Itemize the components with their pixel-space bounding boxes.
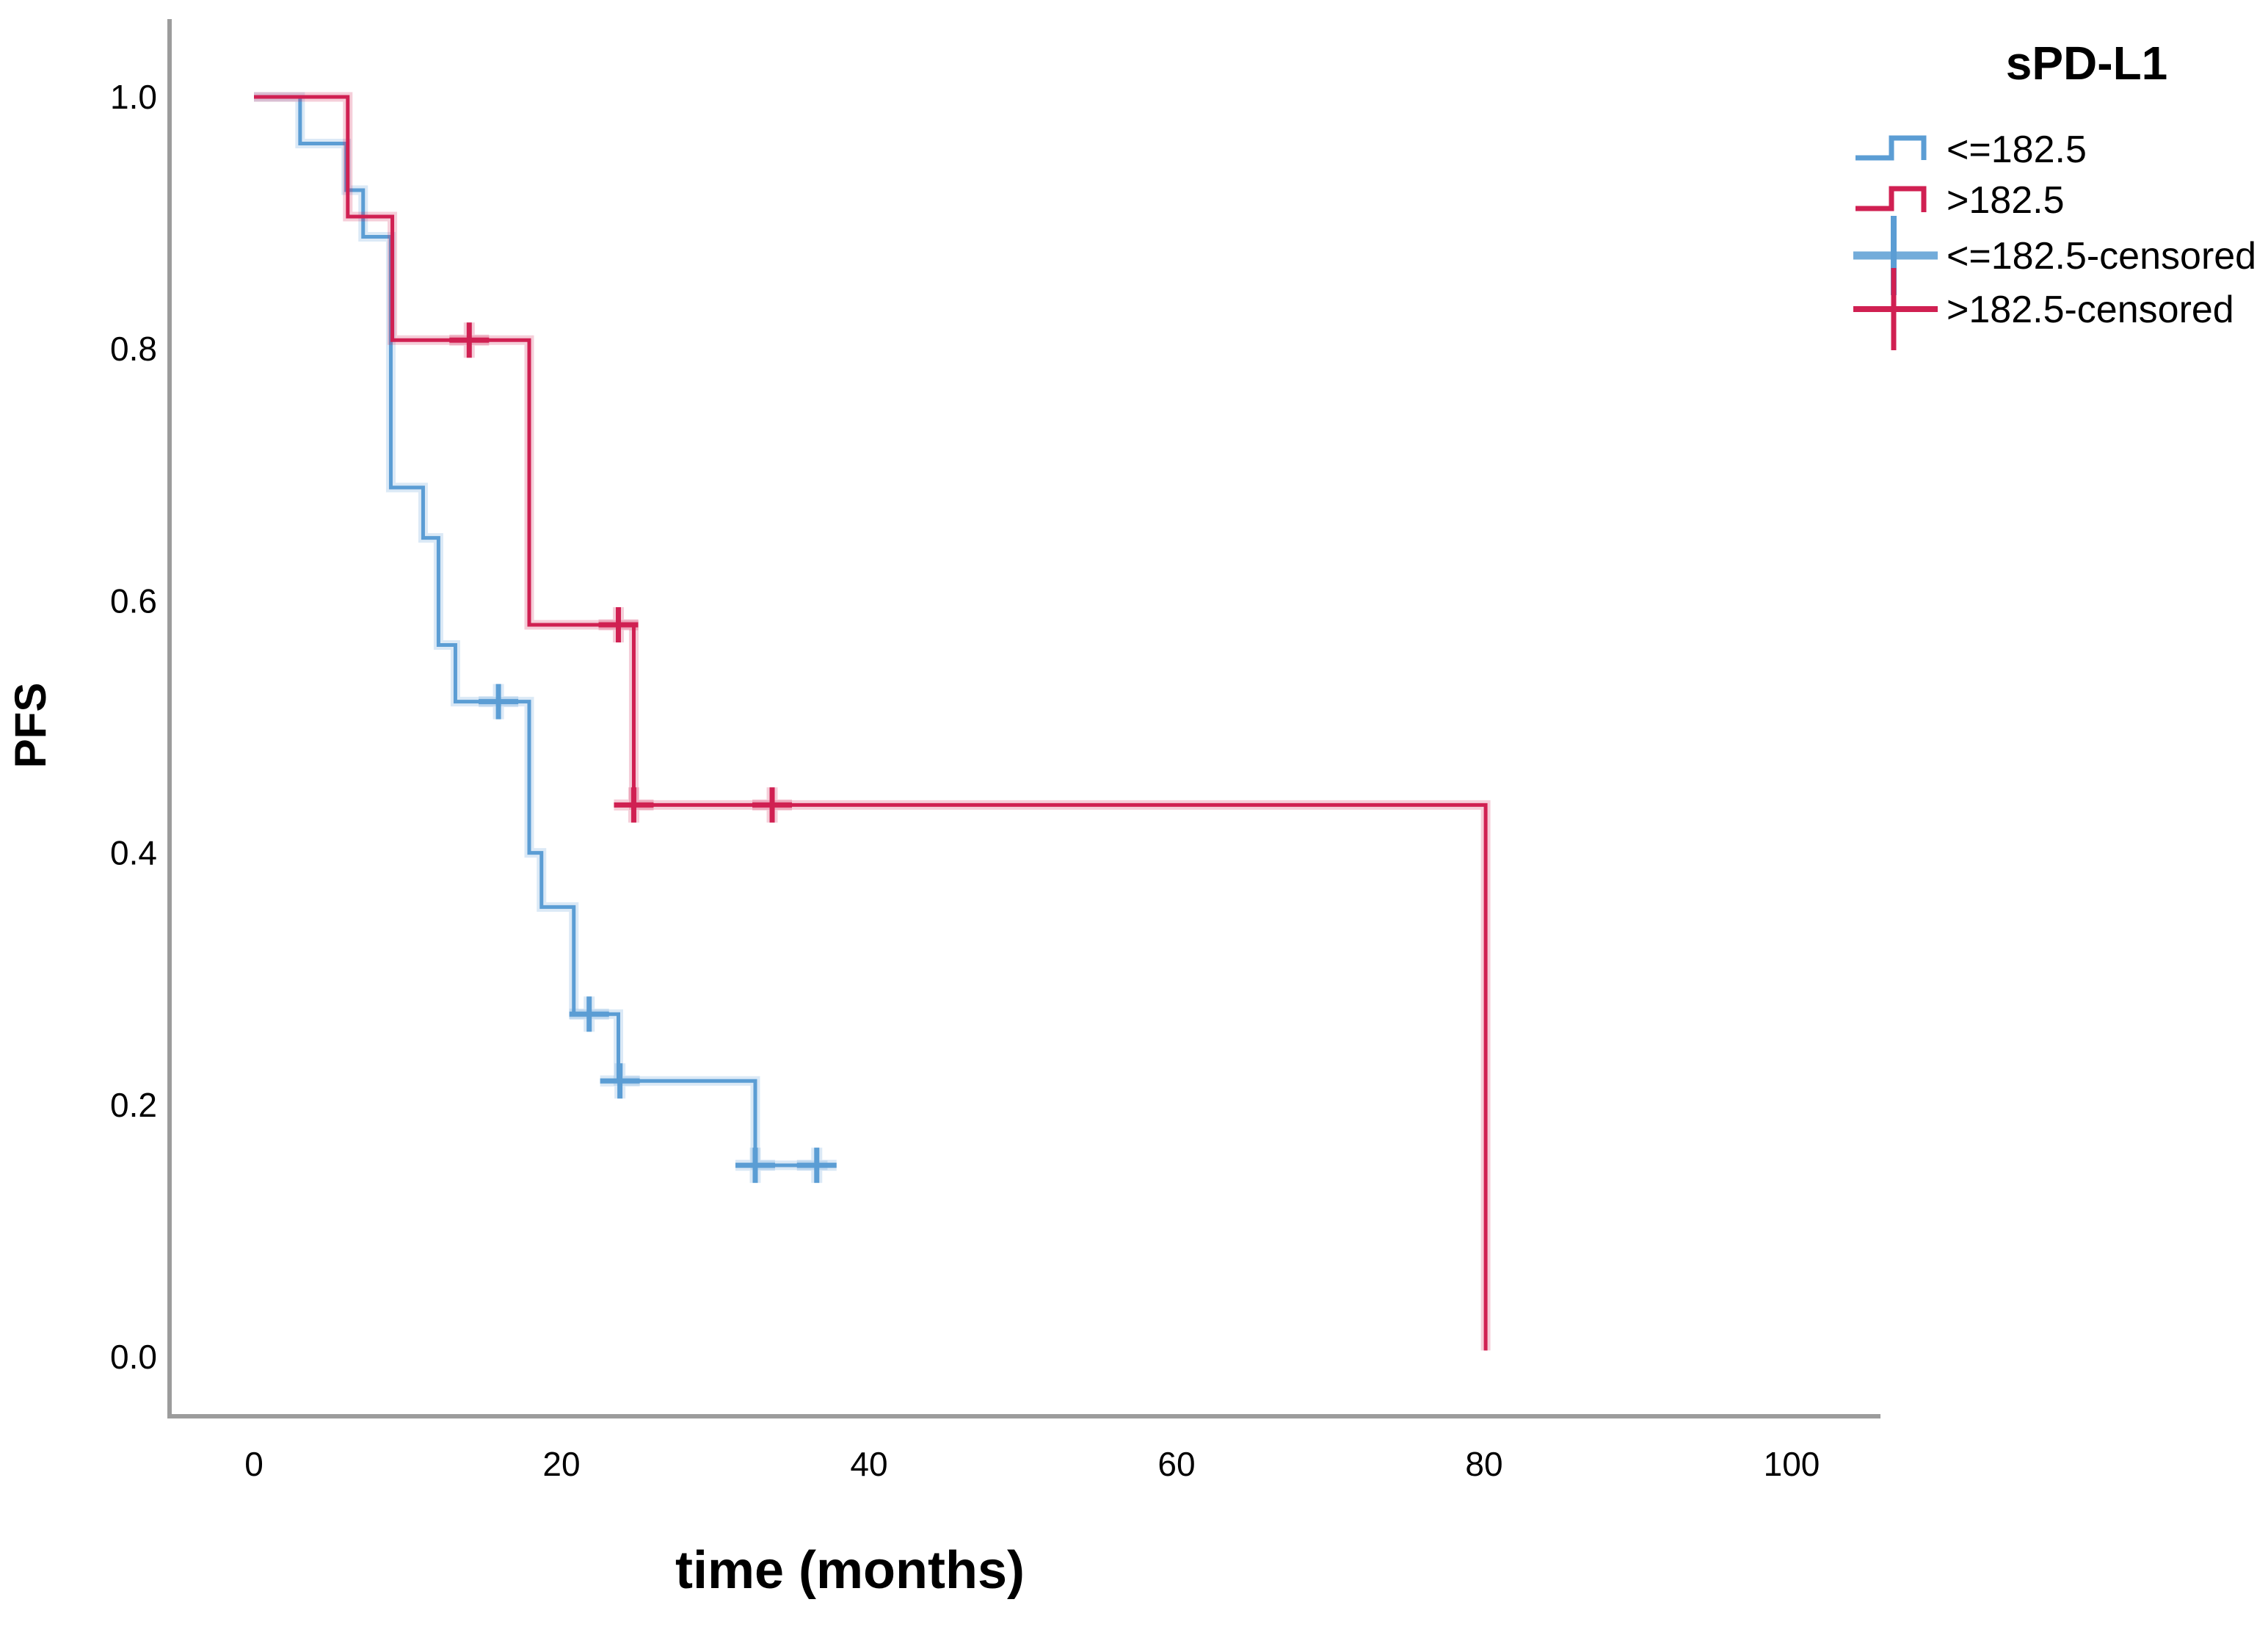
x-tick-label: 100: [1764, 1445, 1820, 1483]
km-curve-blue-halo: [254, 92, 828, 1170]
legend-item-le182-censored: <=182.5-censored: [1853, 216, 2256, 295]
x-tick-label: 80: [1465, 1445, 1502, 1483]
x-tick-label: 0: [244, 1445, 263, 1483]
y-tick-label: 0.6: [110, 581, 157, 620]
km-curve-red-halo: [254, 92, 1491, 1351]
x-tick-label: 40: [850, 1445, 887, 1483]
km-curve-red: [254, 95, 1488, 1351]
legend-label-le182-censored: <=182.5-censored: [1947, 235, 2256, 278]
y-tick-label: 0.4: [110, 834, 157, 872]
x-axis-tick-labels: 0 20 40 60 80 100: [244, 1445, 1820, 1483]
blue-step-line-icon: [1856, 135, 1927, 161]
x-axis-title: time (months): [675, 1541, 1025, 1600]
y-tick-label: 0.8: [110, 330, 157, 368]
legend-label-gt182-censored: >182.5-censored: [1947, 289, 2234, 331]
km-curve-blue: [254, 95, 828, 1167]
legend-title: sPD-L1: [2006, 37, 2168, 90]
x-tick-label: 60: [1157, 1445, 1195, 1483]
survival-curves: [254, 92, 1491, 1351]
legend-item-gt182: >182.5: [1856, 179, 2065, 222]
legend: sPD-L1 <=182.5 >182.5 <=182.5-censored: [1853, 37, 2256, 350]
red-step-line-icon: [1856, 186, 1927, 212]
y-axis-title: PFS: [6, 683, 55, 769]
y-tick-label: 1.0: [110, 78, 157, 116]
censor-marks-red-halo: [449, 322, 793, 823]
x-tick-label: 20: [542, 1445, 580, 1483]
legend-label-le182: <=182.5: [1947, 128, 2087, 171]
y-axis-tick-labels: 1.0 0.8 0.6 0.4 0.2 0.0: [110, 78, 157, 1376]
censor-marks-blue: [479, 684, 837, 1184]
censor-marks-red: [449, 322, 793, 823]
y-tick-label: 0.0: [110, 1338, 157, 1376]
legend-label-gt182: >182.5: [1947, 179, 2065, 222]
legend-item-gt182-censored: >182.5-censored: [1853, 268, 2234, 350]
y-tick-label: 0.2: [110, 1086, 157, 1124]
legend-item-le182: <=182.5: [1856, 128, 2087, 171]
